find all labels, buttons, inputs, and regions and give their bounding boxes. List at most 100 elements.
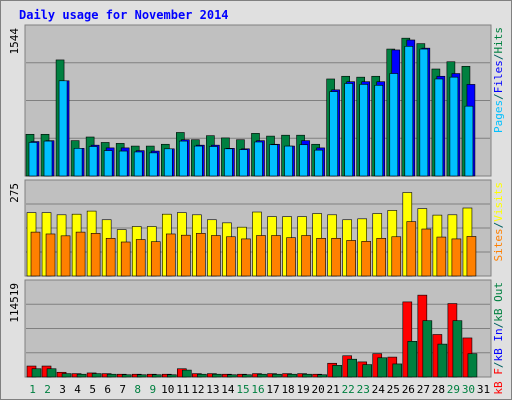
x-tick-label: 15 — [236, 383, 249, 396]
bar-hits-pages-day-6 — [103, 150, 113, 177]
x-tick-label: 23 — [357, 383, 370, 396]
x-tick-label: 16 — [251, 383, 264, 396]
bar-kbytes-kb-f-day-26 — [402, 301, 413, 378]
bar-kbytes-kb-out-day-30 — [467, 353, 478, 378]
x-tick-label: 17 — [266, 383, 279, 396]
x-tick-label: 9 — [149, 383, 156, 396]
bar-visits-sites-day-27 — [421, 228, 432, 277]
bar-kbytes-kb-out-day-20 — [317, 374, 327, 378]
x-tick-label: 13 — [206, 383, 219, 396]
bar-kbytes-kb-out-day-3 — [61, 373, 72, 378]
bar-visits-sites-day-6 — [105, 237, 116, 277]
x-tick-label: 20 — [312, 383, 325, 396]
bar-kbytes-kb-out-day-14 — [227, 374, 237, 378]
bar-hits-pages-day-22 — [344, 83, 353, 177]
x-tick-label: 14 — [221, 383, 235, 396]
x-axis-labels: 1 2 3 4 5 6 7 8 9 10 11 12 13 14 15 16 17 18 19 20 21 22 23 24 2… — [29, 383, 490, 396]
bar-hits-pages-day-15 — [239, 149, 248, 177]
bar-kbytes-kb-out-day-21 — [332, 365, 342, 378]
bar-hits-pages-day-27 — [419, 48, 429, 177]
bar-hits-pages-day-3 — [58, 80, 68, 177]
bar-visits-sites-day-17 — [271, 235, 281, 277]
bar-visits-sites-day-19 — [301, 235, 311, 277]
bar-kbytes-kb-out-day-11 — [182, 369, 192, 378]
bar-visits-sites-day-18 — [286, 237, 296, 277]
bar-visits-sites-day-15 — [241, 238, 251, 277]
legend-entry: Visits — [492, 182, 505, 222]
bar-visits-sites-day-10 — [165, 233, 176, 277]
x-tick-label: 8 — [134, 383, 141, 396]
bar-hits-pages-day-5 — [88, 146, 98, 177]
bar-hits-pages-day-1 — [28, 142, 38, 177]
bar-hits-pages-day-7 — [118, 150, 128, 177]
x-tick-label: 21 — [327, 383, 340, 396]
chart-panels: 1544Pages/Files/Hits275Sites/Visits11451… — [8, 24, 505, 395]
x-tick-label: 18 — [281, 383, 294, 396]
bar-kbytes-kb-out-day-9 — [151, 374, 162, 378]
x-tick-label: 6 — [104, 383, 111, 396]
bar-visits-sites-day-7 — [120, 241, 131, 277]
legend-entry: kB Out — [492, 282, 505, 322]
legend-kbytes: kB F/kB In/kB Out — [492, 282, 505, 395]
x-tick-label: 25 — [387, 383, 400, 396]
legend-separator: / — [492, 93, 505, 100]
bar-visits-sites-day-16 — [256, 235, 266, 277]
x-tick-label: 31 — [477, 383, 490, 396]
legend-entry: Files — [492, 60, 505, 93]
bar-visits-sites-day-9 — [150, 241, 161, 277]
bar-kbytes-kb-out-day-2 — [46, 368, 57, 378]
x-tick-label: 28 — [432, 383, 445, 396]
bar-visits-sites-day-3 — [60, 235, 71, 277]
legend-entry: kB F — [492, 368, 505, 395]
x-tick-label: 10 — [161, 383, 174, 396]
bar-kbytes-kb-out-day-13 — [212, 373, 222, 378]
bar-kbytes-kb-out-day-23 — [362, 364, 373, 378]
bar-hits-pages-day-20 — [314, 149, 323, 177]
x-tick-label: 30 — [462, 383, 475, 396]
x-tick-label: 12 — [191, 383, 204, 396]
legend-entry: kB In — [492, 328, 505, 361]
bar-visits-sites-day-24 — [376, 237, 387, 277]
bar-visits-sites-day-4 — [75, 231, 86, 277]
bar-kbytes-kb-out-day-5 — [91, 373, 102, 378]
bar-kbytes-kb-out-day-8 — [136, 374, 147, 378]
bar-visits-sites-day-11 — [181, 234, 191, 277]
bar-hits-pages-day-28 — [434, 78, 444, 177]
bar-hits-pages-day-25 — [389, 73, 399, 177]
x-tick-label: 7 — [119, 383, 126, 396]
bar-visits-sites-day-12 — [196, 233, 206, 277]
bar-visits-sites-day-28 — [436, 236, 447, 277]
bar-kbytes-kb-out-day-10 — [166, 374, 177, 378]
legend-separator: / — [492, 54, 505, 61]
bar-visits-sites-day-26 — [406, 221, 417, 277]
legend-separator: / — [492, 362, 505, 369]
bar-hits-pages-day-21 — [329, 91, 338, 177]
x-tick-label: 2 — [44, 383, 51, 396]
bar-hits-pages-day-11 — [179, 140, 188, 177]
bar-kbytes-kb-out-day-7 — [121, 374, 132, 378]
legend-entry: Sites — [492, 228, 505, 261]
y-axis-max-label: 275 — [8, 183, 21, 203]
panel-visits: 275 Sites/Visits — [8, 179, 505, 277]
bar-hits-pages-day-30 — [464, 105, 474, 177]
bar-hits-pages-day-12 — [194, 145, 203, 177]
x-tick-label: 3 — [59, 383, 66, 396]
bar-kbytes-kb-out-day-12 — [197, 373, 207, 378]
bar-hits-pages-day-18 — [284, 145, 293, 177]
bar-kbytes-kb-out-day-4 — [76, 373, 87, 378]
legend-separator: / — [492, 222, 505, 229]
x-tick-label: 5 — [89, 383, 96, 396]
legend-hits: Pages/Files/Hits — [492, 27, 505, 133]
bar-kbytes-kb-out-day-28 — [437, 343, 448, 378]
bar-hits-pages-day-29 — [449, 76, 459, 177]
bar-kbytes-kb-out-day-1 — [31, 368, 42, 378]
bar-hits-pages-day-23 — [359, 84, 369, 177]
x-tick-label: 4 — [74, 383, 81, 396]
bar-kbytes-kb-out-day-17 — [272, 373, 282, 378]
bar-kbytes-kb-out-day-24 — [377, 357, 388, 378]
x-tick-label: 24 — [372, 383, 386, 396]
bar-kbytes-kb-out-day-22 — [347, 358, 357, 378]
bar-hits-pages-day-16 — [254, 141, 263, 177]
